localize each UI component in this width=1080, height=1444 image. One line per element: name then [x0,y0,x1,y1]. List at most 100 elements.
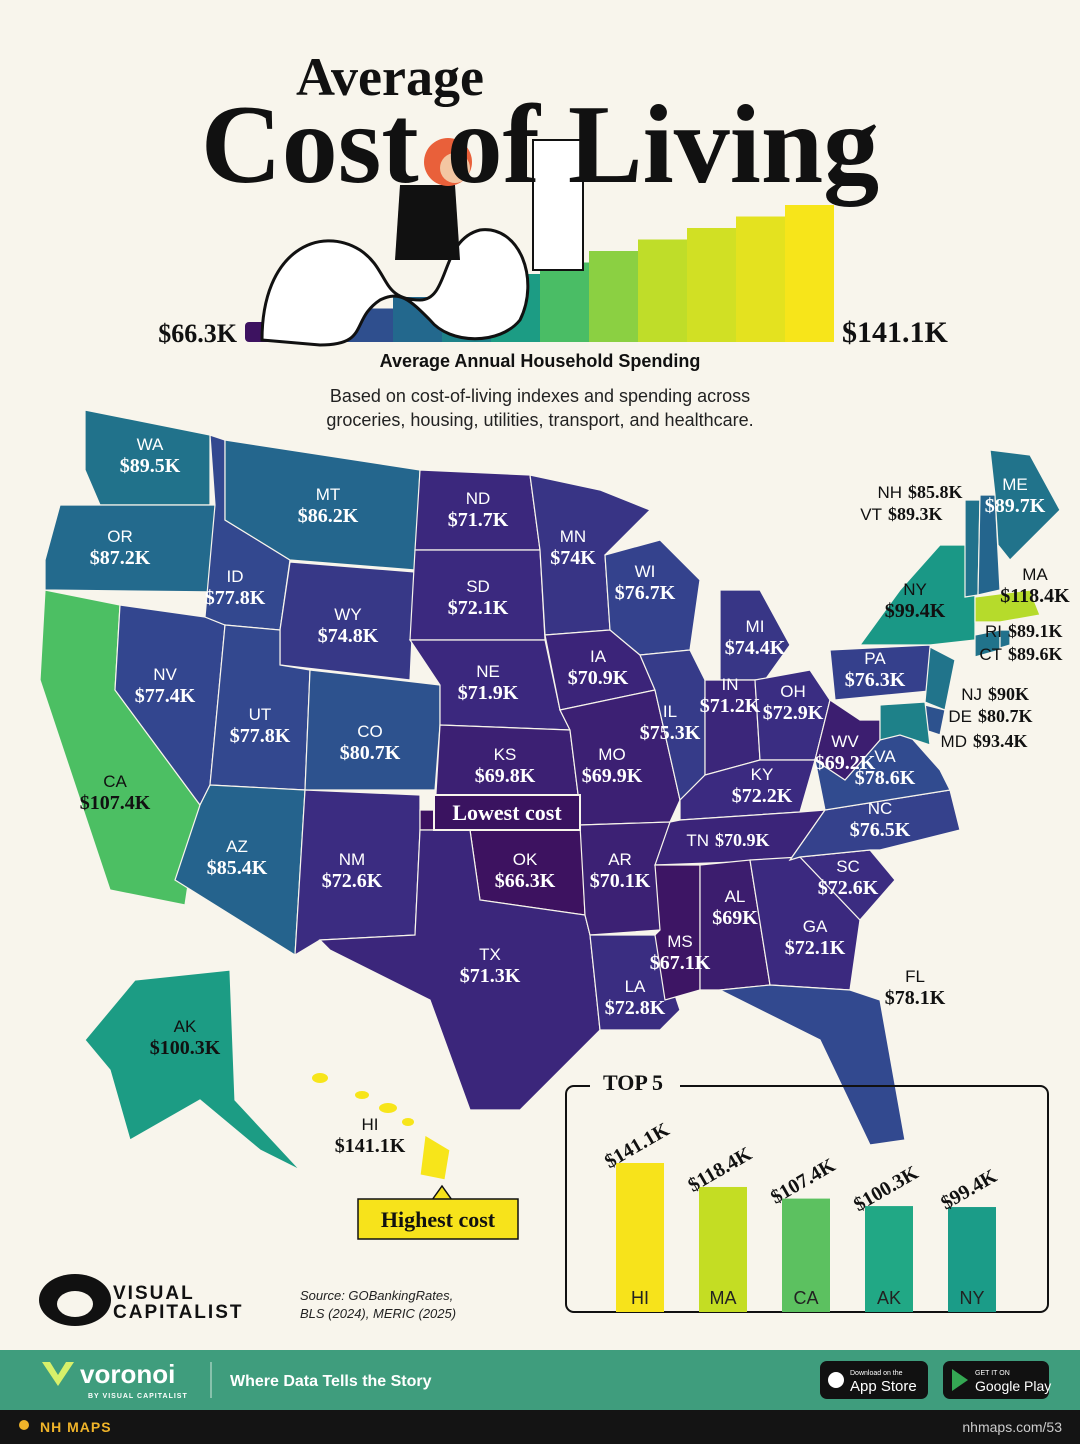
state [999,629,1011,649]
brand-logo-inner [57,1291,93,1317]
app-store-button[interactable] [820,1361,928,1399]
island [312,1073,328,1083]
bar [699,1186,747,1312]
state-name: DE [948,707,972,726]
state-name: RI [985,622,1002,641]
state-value: $118.4K [1000,585,1070,607]
state-name: NM [339,850,365,869]
state-value: $89.5K [120,455,181,477]
state-value: $80.7K [978,706,1033,726]
state [224,439,421,571]
state-name: NV [153,665,177,684]
state [719,589,791,681]
state [579,821,671,936]
bar-category: AK [877,1288,901,1308]
state-value: $85.4K [207,857,268,879]
state-value: $72.1K [785,937,846,959]
footer-logo-mark [42,1362,74,1386]
google-play-icon [952,1369,968,1391]
map-labels: WA$89.5KOR$87.2KCA$107.4KNV$77.4KID$77.8… [80,435,1070,1157]
state-value: $85.8K [908,482,963,502]
illustration-body [260,228,530,347]
annotation-lowest: Lowest cost [452,800,562,825]
state [279,561,416,681]
legend-title: Average Annual Household Spending [380,351,701,371]
state-value: $89.7K [985,495,1046,517]
app-store-icon [828,1372,844,1388]
credit-icon [19,1420,29,1430]
illustration-receipt [532,139,584,271]
bar-category: MA [710,1288,737,1308]
island [402,1118,414,1126]
state-name: UT [249,705,272,724]
state-name: ME [1002,475,1028,494]
bar [782,1198,830,1312]
state-name: NH [877,483,902,502]
state-value: $72.9K [763,702,824,724]
state [879,701,931,746]
state [974,589,1041,623]
state-name: MA [1022,565,1048,584]
state-value: $89.1K [1008,621,1063,641]
source-line: Source: GOBankingRates, [300,1288,453,1303]
state-name: GA [803,917,828,936]
state-name: SD [466,577,490,596]
state-name: WV [831,732,859,751]
credit: NH MAPS [40,1419,112,1435]
state-name: NC [868,799,893,818]
state-value: $69.2K [815,752,876,774]
credit-band [0,1410,1080,1444]
state [84,969,301,1171]
state-name: MI [746,617,765,636]
state-value: $74K [550,547,596,569]
state-value: $75.3K [640,722,701,744]
legend-step [589,251,638,342]
state-value: $72.6K [818,877,879,899]
state [989,449,1061,561]
state-name: VA [874,747,896,766]
state-value: $71.3K [460,965,521,987]
state-value: $77.8K [230,725,291,747]
state-value: $93.4K [973,731,1028,751]
island [355,1091,369,1099]
state-name: AZ [226,837,248,856]
bar-category: NY [959,1288,984,1308]
google-play-small: GET IT ON [975,1370,1010,1377]
footer-logo: voronoi [80,1359,175,1389]
state-name: OR [107,527,133,546]
state-value: $70.1K [590,870,651,892]
state-name: MD [941,732,967,751]
google-play-button[interactable] [943,1361,1049,1399]
state-value: $141.1K [335,1135,406,1157]
state-name: OK [513,850,538,869]
state-value: $70.9K [715,830,770,850]
island [379,1103,397,1113]
bar [616,1163,664,1312]
footer-logo-sub: BY VISUAL CAPITALIST [88,1393,188,1400]
top5-title-bg [590,1070,680,1098]
state-value: $69.8K [475,765,536,787]
state-value: $89.6K [1008,644,1063,664]
map [39,409,1061,1181]
state-name: NJ [961,685,982,704]
state-value: $76.7K [615,582,676,604]
state-value: $77.8K [205,587,266,609]
state-name: MN [560,527,586,546]
state-value: $72.6K [322,870,383,892]
state-name: WI [635,562,656,581]
state [174,784,306,957]
state-value: $71.9K [458,682,519,704]
footer-tagline: Where Data Tells the Story [230,1373,432,1390]
legend-step [785,205,834,342]
app-store-big: App Store [850,1378,917,1395]
legend-max-label: $141.1K [842,316,949,349]
state-name: CT [979,645,1002,664]
source-line: BLS (2024), MERIC (2025) [300,1306,456,1321]
legend-min-label: $66.3K [158,319,238,348]
state-name: ND [466,489,491,508]
state-name: FL [905,967,925,986]
state-value: $78.1K [885,987,946,1009]
google-play-big: Google Play [975,1378,1051,1394]
